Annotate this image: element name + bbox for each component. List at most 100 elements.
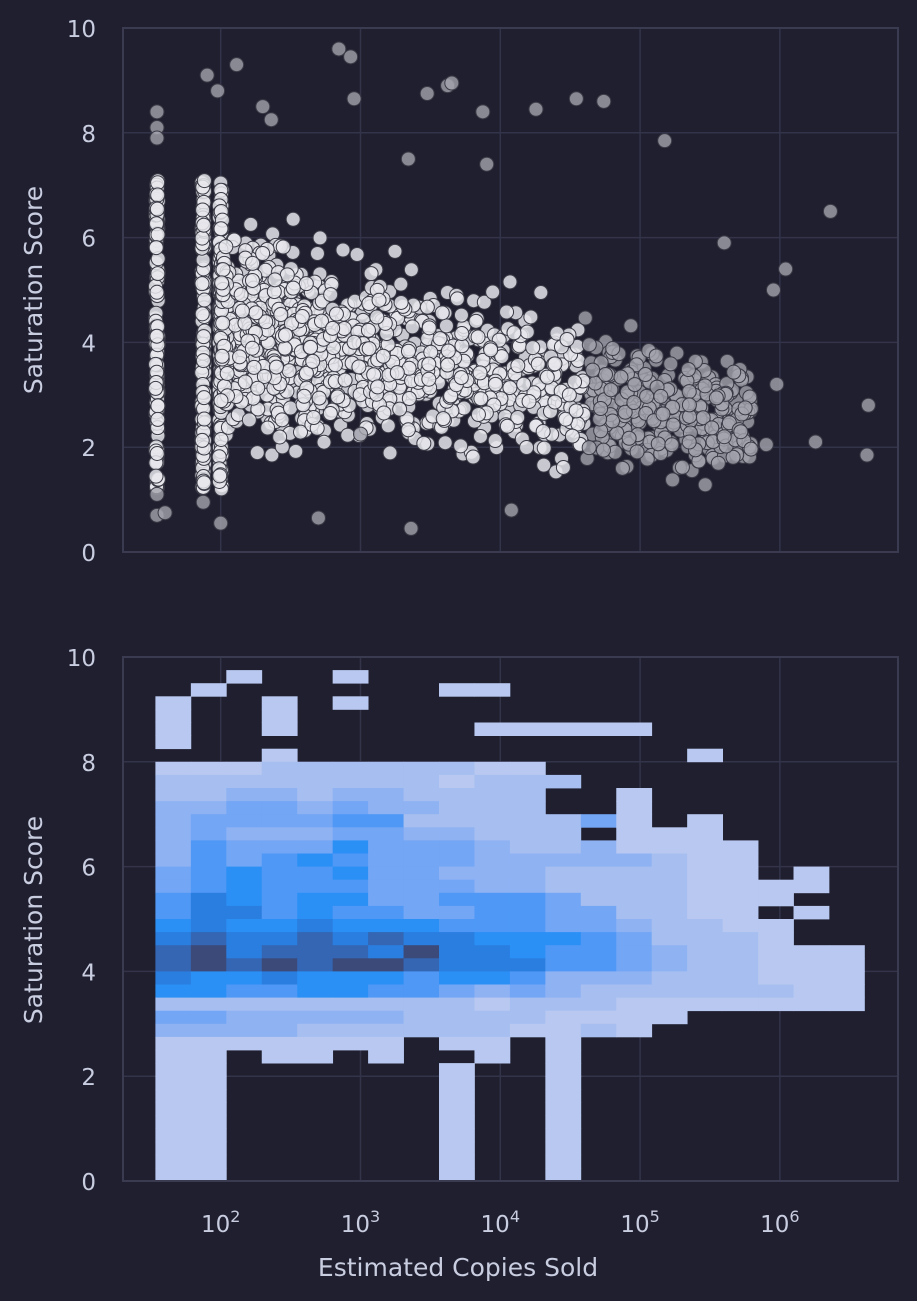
histogram-bins <box>155 670 865 1182</box>
histogram-bin <box>155 997 192 1012</box>
histogram-bin <box>332 945 369 959</box>
scatter-point <box>603 382 619 398</box>
scatter-point <box>499 304 515 320</box>
histogram-bin <box>332 1036 369 1051</box>
histogram-bin <box>297 905 334 920</box>
scatter-point <box>479 156 495 172</box>
scatter-point <box>149 284 165 300</box>
scatter-point <box>568 403 584 419</box>
histogram-bin <box>545 932 582 946</box>
scatter-point <box>215 315 231 331</box>
histogram-bin <box>545 1036 582 1051</box>
scatter-point <box>465 449 481 465</box>
scatter-point <box>487 376 503 392</box>
scatter-point <box>716 235 732 251</box>
histogram-bin <box>190 997 227 1012</box>
scatter-point <box>277 340 293 356</box>
histogram-bin <box>758 971 794 985</box>
scatter-point <box>194 230 210 246</box>
scatter-point <box>665 417 681 433</box>
histogram-bin <box>155 879 192 894</box>
histogram-bin <box>190 905 227 920</box>
scatter-point <box>555 459 571 475</box>
scatter-point <box>639 388 655 404</box>
histogram-bin <box>793 866 830 881</box>
histogram-bin <box>474 997 511 1012</box>
scatter-point <box>487 433 503 449</box>
scatter-point <box>434 305 450 321</box>
histogram-bin <box>509 761 546 776</box>
scatter-point <box>665 472 681 488</box>
scatter-point <box>435 411 451 427</box>
scatter-point <box>337 372 353 388</box>
histogram-bin <box>439 984 475 998</box>
histogram-bin <box>580 971 617 985</box>
histogram-bin <box>509 971 546 985</box>
histogram-bin <box>439 932 475 946</box>
histogram-bin <box>474 1050 511 1064</box>
histogram-bin <box>616 971 653 985</box>
scatter-point <box>595 442 611 458</box>
histogram-bin <box>368 840 404 854</box>
scatter-point <box>475 104 491 120</box>
histogram-x-tick-labels: 102 103 104 105 106 <box>201 1207 800 1238</box>
histogram-bin <box>545 1050 582 1064</box>
histogram-bin <box>261 905 298 920</box>
scatter-point <box>453 370 469 386</box>
histogram-bin <box>758 932 794 946</box>
y-tick-label: 8 <box>81 122 96 148</box>
y-tick-label: 6 <box>81 227 96 253</box>
scatter-point <box>196 475 212 491</box>
histogram-bin <box>509 1023 546 1038</box>
histogram-bin <box>616 788 653 802</box>
histogram-bin <box>580 866 617 881</box>
histogram-bin <box>190 1036 227 1051</box>
histogram-bin <box>474 879 511 894</box>
histogram-bin <box>616 866 653 881</box>
histogram-bin <box>261 892 298 907</box>
scatter-point <box>539 369 555 385</box>
histogram-bin <box>439 1089 475 1103</box>
histogram-bin <box>722 892 759 907</box>
histogram-bin <box>261 801 298 815</box>
histogram-bin <box>226 840 263 854</box>
histogram-bin <box>261 814 298 828</box>
scatter-point <box>726 364 742 380</box>
scatter-point <box>303 339 319 355</box>
x-tick-label: 102 <box>201 1207 240 1238</box>
histogram-bin <box>439 971 475 985</box>
scatter-point <box>596 93 612 109</box>
histogram-bin <box>545 1128 582 1143</box>
histogram-bin <box>190 866 227 881</box>
histogram-bin <box>332 696 369 710</box>
histogram-bin <box>155 905 192 920</box>
histogram-bin <box>226 1036 263 1051</box>
histogram-bin <box>758 879 794 894</box>
scatter-point <box>243 216 259 232</box>
histogram-bin <box>226 905 263 920</box>
scatter-point <box>310 510 326 526</box>
histogram-bin <box>687 840 724 854</box>
y-tick-label: 10 <box>67 646 96 672</box>
histogram-bin <box>261 971 298 985</box>
scatter-point <box>499 418 515 434</box>
histogram-bin <box>545 722 582 736</box>
scatter-point <box>859 447 875 463</box>
scatter-point <box>229 57 245 73</box>
scatter-point <box>577 310 593 326</box>
histogram-bin <box>580 958 617 972</box>
scatter-point <box>440 343 456 359</box>
histogram-bin <box>261 748 298 763</box>
histogram-bin <box>439 879 475 894</box>
scatter-point <box>535 424 551 440</box>
scatter-point <box>346 91 362 107</box>
scatter-point <box>403 520 419 536</box>
histogram-bin <box>155 696 192 710</box>
histogram-bin <box>261 932 298 946</box>
histogram-bin <box>190 1063 227 1077</box>
histogram-bin <box>261 696 298 710</box>
histogram-bin <box>509 853 546 867</box>
histogram-bin <box>155 1063 192 1077</box>
scatter-point <box>472 365 488 381</box>
histogram-bin <box>190 1141 227 1156</box>
